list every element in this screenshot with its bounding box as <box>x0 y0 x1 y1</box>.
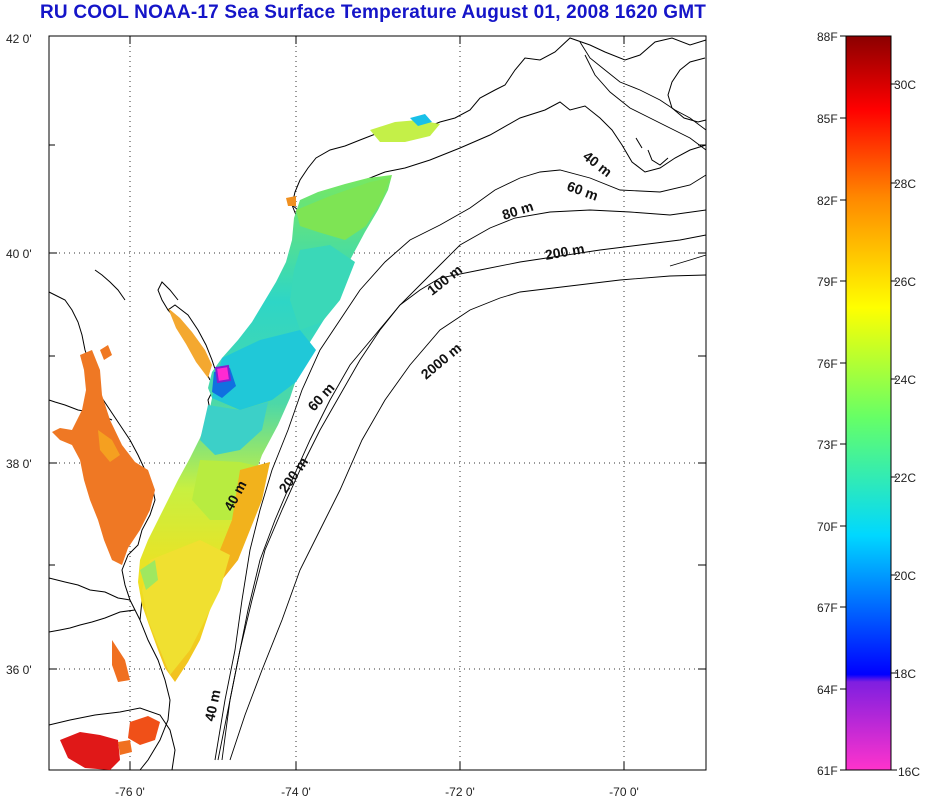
lat-label-38: 38 0' <box>6 457 32 471</box>
cb-label-16c: 16C <box>898 765 920 779</box>
cb-label-73f: 73F <box>817 438 838 452</box>
colorbar-gradient <box>845 35 892 771</box>
map-frame <box>48 35 707 771</box>
lon-label-74: -74 0' <box>281 785 311 799</box>
map-title: RU COOL NOAA-17 Sea Surface Temperature … <box>40 2 707 23</box>
lon-label-76: -76 0' <box>115 785 145 799</box>
lat-label-40: 40 0' <box>6 247 32 261</box>
cb-label-64f: 64F <box>817 683 838 697</box>
colorbar: 88F 85F 82F 79F 76F 73F 70F 67F 64F 61F … <box>817 30 920 779</box>
cb-label-20c: 20C <box>894 569 916 583</box>
cb-label-88f: 88F <box>817 30 838 44</box>
cb-label-28c: 28C <box>894 177 916 191</box>
cb-label-67f: 67F <box>817 601 838 615</box>
cb-label-61f: 61F <box>817 764 838 778</box>
cb-label-70f: 70F <box>817 520 838 534</box>
sst-swath <box>112 114 440 682</box>
cb-label-79f: 79F <box>817 275 838 289</box>
cb-label-18c: 18C <box>894 667 916 681</box>
cb-label-76f: 76F <box>817 357 838 371</box>
lat-label-42: 42 0' <box>6 32 32 46</box>
lat-label-36: 36 0' <box>6 663 32 677</box>
lon-label-72: -72 0' <box>445 785 475 799</box>
chesapeake-warm-water <box>52 308 212 770</box>
isobath-contours <box>214 41 707 761</box>
cb-label-85f: 85F <box>817 112 838 126</box>
cb-label-82f: 82F <box>817 194 838 208</box>
cb-label-22c: 22C <box>894 471 916 485</box>
isobath-label-40m-south: 40 m <box>201 688 223 723</box>
cb-label-30c: 30C <box>894 78 916 92</box>
lon-label-70: -70 0' <box>609 785 639 799</box>
cb-label-24c: 24C <box>894 373 916 387</box>
cb-label-26c: 26C <box>894 275 916 289</box>
longitude-labels: -76 0' -74 0' -72 0' -70 0' <box>115 785 639 799</box>
latitude-labels: 42 0' 40 0' 38 0' 36 0' <box>6 32 32 677</box>
isobath-label-200m-north: 200 m <box>544 240 586 263</box>
